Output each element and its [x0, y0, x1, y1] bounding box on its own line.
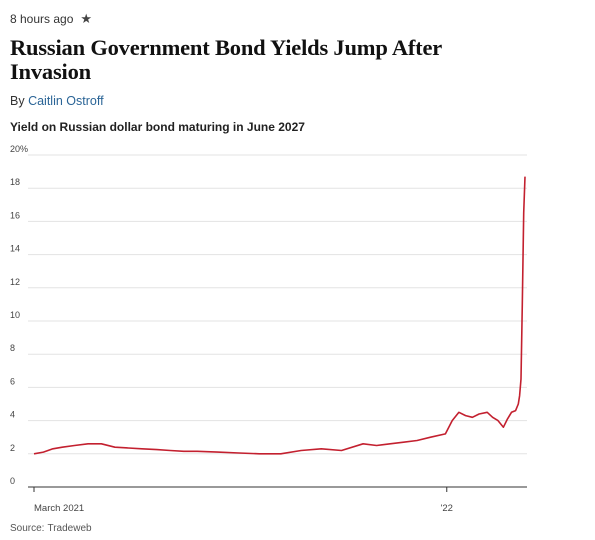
- x-axis: March 2021 '22: [28, 486, 527, 514]
- y-tick-label: 6: [10, 376, 15, 386]
- series-layer: [33, 176, 526, 455]
- gridlines: [28, 154, 527, 455]
- source-name: Tradeweb: [47, 523, 92, 534]
- y-tick-label: 10: [10, 310, 20, 320]
- y-tick-label: 4: [10, 410, 15, 420]
- y-tick-label: 14: [10, 244, 20, 254]
- headline: Russian Government Bond Yields Jump Afte…: [10, 35, 442, 84]
- article-meta: 8 hours ago ★: [10, 12, 92, 26]
- y-tick-label: 0: [10, 476, 15, 486]
- y-tick-label: 2: [10, 443, 15, 453]
- source-label: Source:: [10, 523, 45, 534]
- y-tick-label: 12: [10, 277, 20, 287]
- line-chart: 0 2 4 6 8 10 12 14 16 18 20% March 2021 '22: [10, 144, 527, 514]
- x-tick-label: '22: [441, 503, 453, 514]
- byline: By Caitlin Ostroff: [10, 94, 104, 108]
- timestamp: 8 hours ago: [10, 12, 74, 26]
- source-note: Source: Tradeweb: [10, 523, 92, 534]
- y-tick-label: 16: [10, 210, 20, 220]
- chart-title: Yield on Russian dollar bond maturing in…: [10, 120, 305, 134]
- y-tick-label: 8: [10, 343, 15, 353]
- y-axis-ticks: 0 2 4 6 8 10 12 14 16 18 20%: [10, 144, 28, 486]
- x-tick-label: March 2021: [34, 503, 84, 514]
- star-icon[interactable]: ★: [80, 11, 93, 27]
- byline-prefix: By: [10, 94, 25, 108]
- y-tick-label: 18: [10, 177, 20, 187]
- y-tick-label: 20%: [10, 144, 28, 154]
- series-line: [33, 176, 526, 455]
- author-link[interactable]: Caitlin Ostroff: [28, 94, 104, 108]
